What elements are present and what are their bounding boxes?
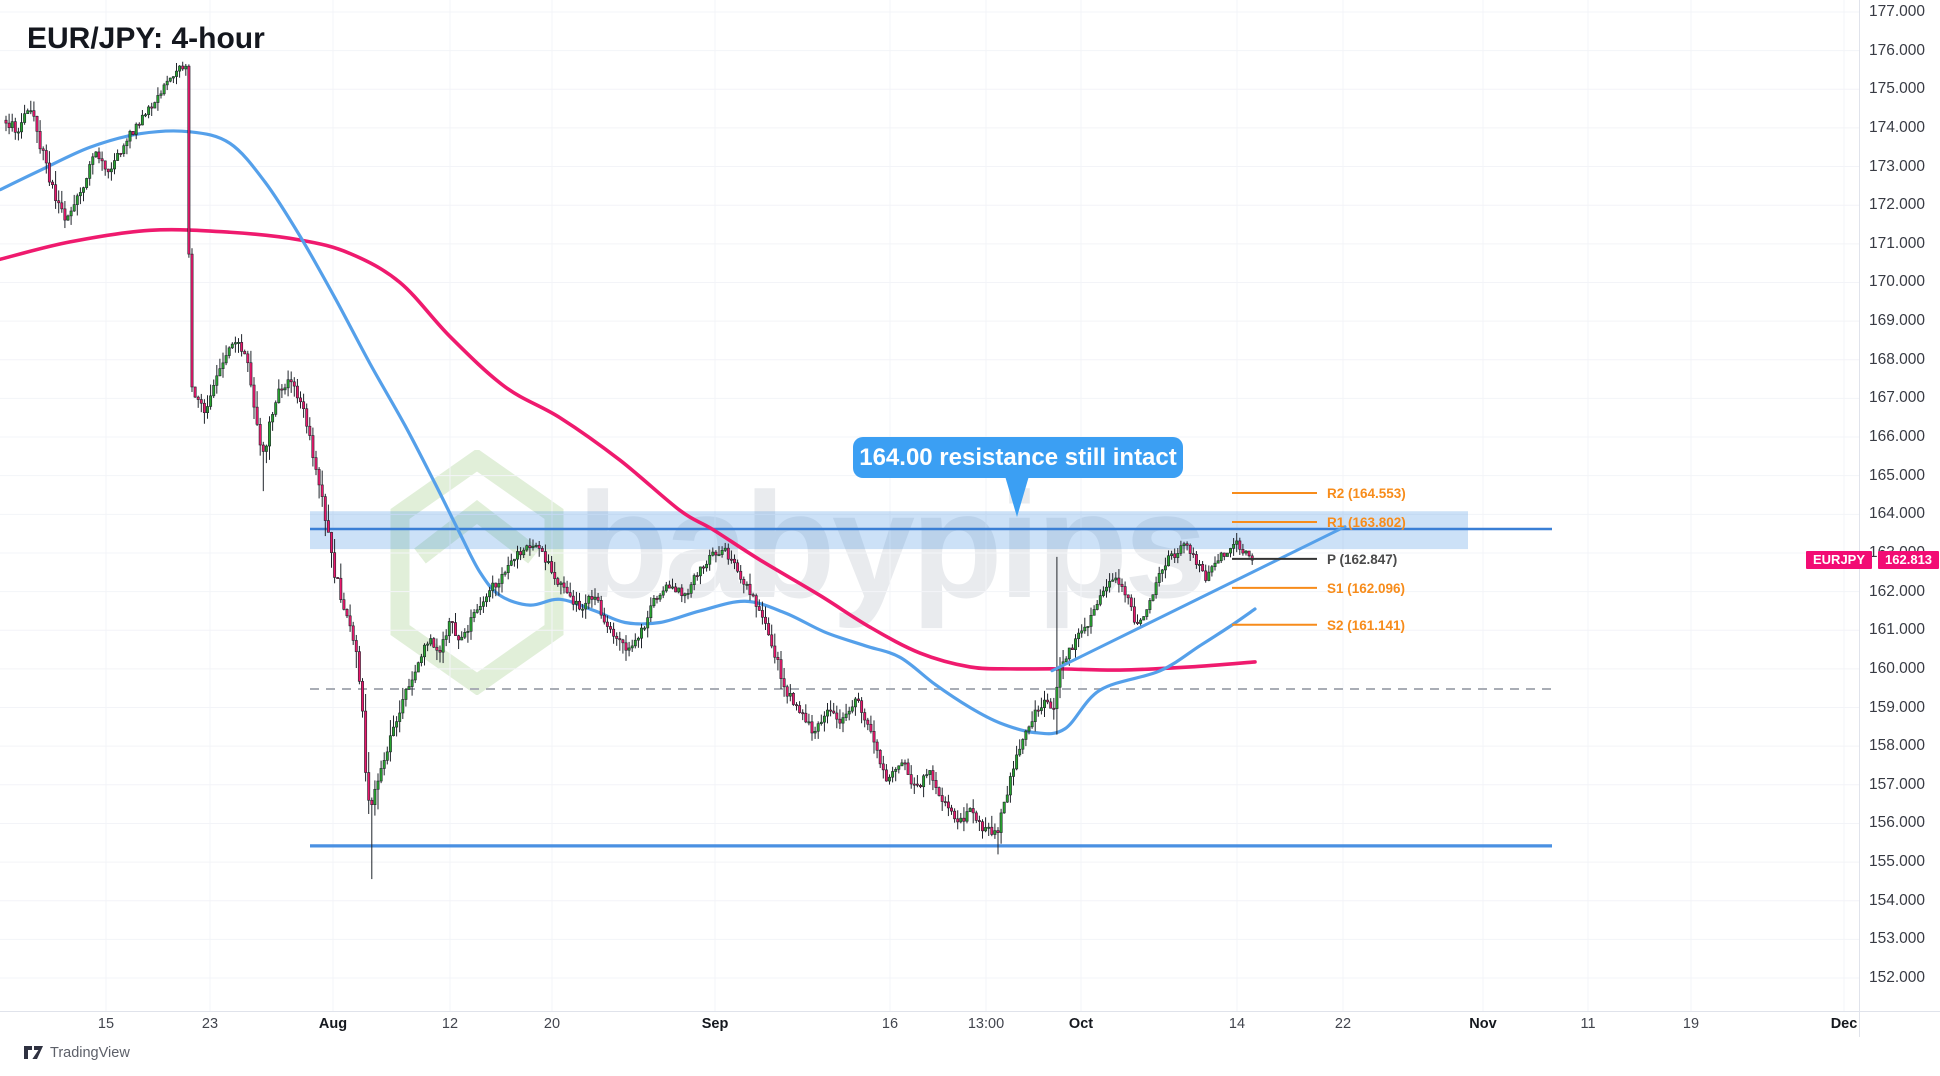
ma-fast-blue[interactable] [0,129,1257,736]
axis-separator-horizontal [0,1011,1940,1012]
tradingview-logo-icon [24,1046,43,1059]
price-axis-label: 172.000 [1869,196,1926,214]
pivot-label: R1 (163.802) [1327,515,1406,530]
price-axis-label: 164.000 [1869,505,1926,523]
grid [0,0,1859,1011]
time-axis-label: 15 [97,1016,115,1032]
pivot-levels[interactable]: R2 (164.553) R1 (163.802) P (162.847) S1 (1… [1232,486,1406,633]
tradingview-attribution[interactable]: TradingView [24,1044,130,1061]
price-chip: 162.813 [1878,551,1940,569]
time-axis-label: 13:00 [967,1016,1005,1032]
price-axis-label: 177.000 [1869,3,1926,20]
price-axis-label: 156.000 [1869,814,1926,832]
price-axis-label: 167.000 [1869,389,1926,407]
time-axis[interactable]: 15 23 Aug 12 20 Sep 16 13:00 Oct 14 22 Nov 11 19 Dec [0,1011,1859,1037]
time-axis-label: Oct [1068,1016,1094,1032]
price-axis-label: 175.000 [1869,80,1926,98]
time-axis-label: 14 [1228,1016,1246,1032]
price-axis-label: 155.000 [1869,853,1926,871]
price-axis-label: 153.000 [1869,930,1926,948]
symbol-chip: EURJPY [1806,551,1873,569]
candlestick-chart[interactable]: R2 (164.553) R1 (163.802) P (162.847) S1 (1… [0,0,1859,1011]
time-axis-label: Sep [701,1016,729,1032]
price-axis-label: 176.000 [1869,41,1926,59]
pivot-label: S1 (162.096) [1327,581,1405,596]
ma-slow-pink[interactable] [0,227,1257,672]
time-axis-label: Dec [1830,1016,1858,1032]
price-axis-label: 168.000 [1869,350,1926,368]
price-axis-label: 159.000 [1869,698,1926,716]
resistance-callout-text: 164.00 resistance still intact [859,443,1177,471]
chart-title: EUR/JPY: 4-hour [27,22,265,55]
time-axis-label: 16 [881,1016,899,1032]
pivot-label: S2 (161.141) [1327,618,1405,633]
pivot-label: R2 (164.553) [1327,486,1406,501]
candles-layer[interactable] [4,61,1254,880]
pivot-label: P (162.847) [1327,552,1397,567]
resistance-callout[interactable]: 164.00 resistance still intact [853,437,1183,517]
time-axis-label: 23 [201,1016,219,1032]
time-axis-label: Aug [318,1016,348,1032]
price-axis-label: 173.000 [1869,157,1926,175]
price-axis-label: 166.000 [1869,428,1926,446]
tradingview-label: TradingView [50,1044,130,1061]
rising-trendline[interactable] [1050,525,1347,673]
price-axis-label: 161.000 [1869,621,1926,639]
price-axis-label: 169.000 [1869,312,1926,330]
time-axis-label: 11 [1580,1016,1596,1032]
time-axis-label: 12 [441,1016,459,1032]
price-axis-label: 154.000 [1869,891,1926,909]
time-axis-label: 20 [543,1016,561,1032]
time-axis-label: 19 [1682,1016,1700,1032]
price-axis-label: 170.000 [1869,273,1926,291]
axis-separator-vertical [1859,0,1860,1037]
price-axis[interactable]: 177.000 176.000 175.000 174.000 173.000 172.0… [1859,0,1940,1011]
price-axis-label: 165.000 [1869,466,1926,484]
price-axis-label: 157.000 [1869,775,1926,793]
price-axis-label: 160.000 [1869,659,1926,677]
current-price-tag: EURJPY 162.813 [1806,551,1940,569]
price-axis-label: 174.000 [1869,118,1926,136]
callout-pointer [1005,476,1029,517]
time-axis-label: 22 [1334,1016,1352,1032]
price-axis-label: 158.000 [1869,737,1926,755]
price-axis-label: 171.000 [1869,234,1926,252]
price-axis-label: 162.000 [1869,582,1926,600]
price-axis-label: 152.000 [1869,969,1926,986]
time-axis-label: Nov [1469,1016,1497,1032]
